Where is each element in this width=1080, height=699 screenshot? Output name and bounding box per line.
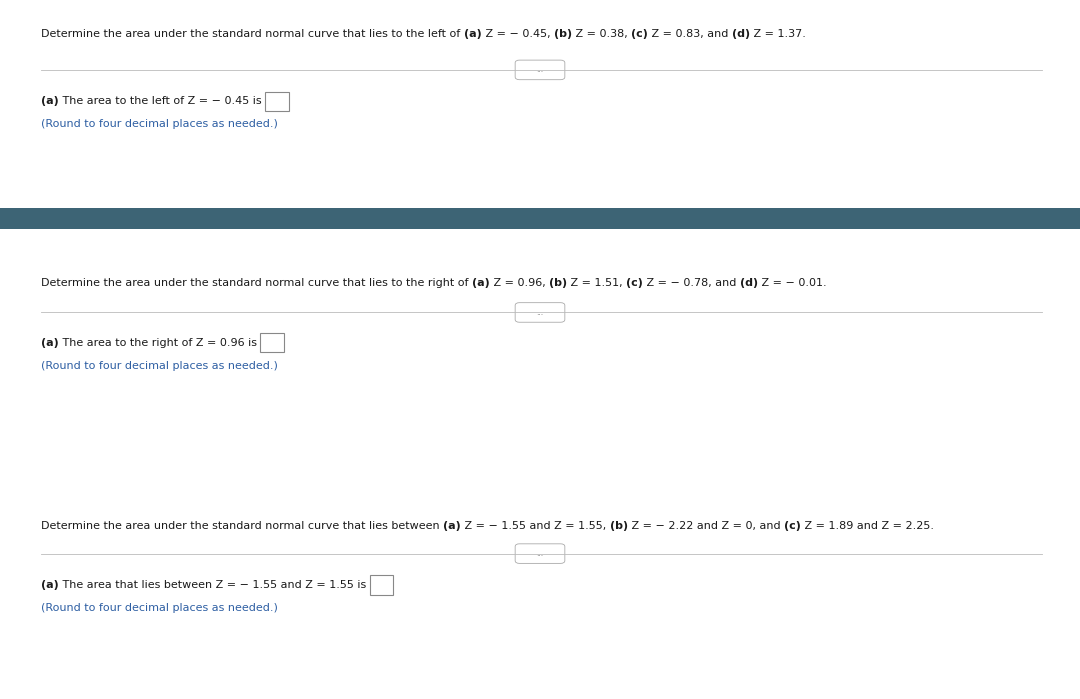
Text: The area that lies between Z = − 1.55 and Z = 1.55 is: The area that lies between Z = − 1.55 an… [58,580,369,590]
Text: Z = 1.37.: Z = 1.37. [750,29,806,38]
Text: Z = 0.83, and: Z = 0.83, and [648,29,732,38]
Text: Z = − 0.01.: Z = − 0.01. [758,278,827,288]
Text: ...: ... [537,549,543,558]
Text: Determine the area under the standard normal curve that lies to the right of: Determine the area under the standard no… [41,278,472,288]
Text: (Round to four decimal places as needed.): (Round to four decimal places as needed.… [41,361,278,370]
Text: Determine the area under the standard normal curve that lies between: Determine the area under the standard no… [41,521,443,531]
Text: (b): (b) [610,521,627,531]
Text: Z = − 2.22 and Z = 0, and: Z = − 2.22 and Z = 0, and [627,521,784,531]
Text: (a): (a) [41,96,58,106]
FancyBboxPatch shape [515,303,565,322]
Text: Z = 1.89 and Z = 2.25.: Z = 1.89 and Z = 2.25. [800,521,934,531]
FancyBboxPatch shape [0,208,1080,229]
Text: (a): (a) [463,29,482,38]
FancyBboxPatch shape [265,92,288,111]
Text: (a): (a) [472,278,490,288]
Text: (b): (b) [554,29,571,38]
Text: Z = 0.38,: Z = 0.38, [571,29,631,38]
FancyBboxPatch shape [369,575,393,595]
FancyBboxPatch shape [260,333,284,352]
Text: Z = 0.96,: Z = 0.96, [490,278,549,288]
Text: Z = 1.51,: Z = 1.51, [567,278,626,288]
Text: (Round to four decimal places as needed.): (Round to four decimal places as needed.… [41,120,278,129]
Text: (Round to four decimal places as needed.): (Round to four decimal places as needed.… [41,603,278,613]
Text: (d): (d) [740,278,758,288]
FancyBboxPatch shape [515,60,565,80]
FancyBboxPatch shape [515,544,565,563]
Text: The area to the right of Z = 0.96 is: The area to the right of Z = 0.96 is [58,338,260,347]
Text: ...: ... [537,308,543,317]
Text: (a): (a) [41,338,58,347]
Text: Determine the area under the standard normal curve that lies to the left of: Determine the area under the standard no… [41,29,463,38]
Text: (c): (c) [784,521,800,531]
Text: ...: ... [537,66,543,74]
Text: (a): (a) [41,580,58,590]
Text: Z = − 0.78, and: Z = − 0.78, and [644,278,740,288]
Text: Z = − 1.55 and Z = 1.55,: Z = − 1.55 and Z = 1.55, [461,521,610,531]
Text: (b): (b) [549,278,567,288]
Text: The area to the left of Z = − 0.45 is: The area to the left of Z = − 0.45 is [58,96,265,106]
Text: (a): (a) [443,521,461,531]
Text: Z = − 0.45,: Z = − 0.45, [482,29,554,38]
Text: (d): (d) [732,29,750,38]
Text: (c): (c) [626,278,644,288]
Text: (c): (c) [631,29,648,38]
